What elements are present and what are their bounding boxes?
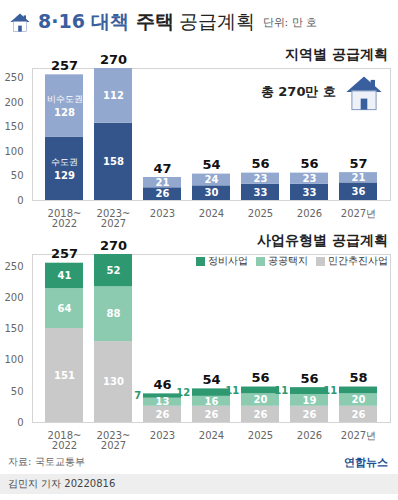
svg-text:57: 57	[349, 156, 367, 171]
svg-text:2026: 2026	[297, 208, 322, 219]
svg-text:47: 47	[153, 161, 171, 176]
svg-text:56: 56	[251, 156, 269, 171]
svg-text:2024: 2024	[199, 430, 224, 441]
svg-text:64: 64	[58, 303, 72, 314]
svg-text:128: 128	[54, 107, 75, 118]
svg-text:54: 54	[202, 157, 220, 172]
svg-text:151: 151	[54, 370, 75, 381]
html-text:총 270만 호: 총 270만 호	[260, 84, 336, 99]
svg-text:16: 16	[205, 396, 219, 407]
svg-text:11: 11	[323, 385, 337, 396]
svg-text:200: 200	[4, 97, 23, 108]
svg-text:30: 30	[205, 187, 219, 198]
svg-text:21: 21	[352, 172, 366, 183]
svg-text:2026: 2026	[297, 430, 322, 441]
svg-text:24: 24	[205, 174, 219, 185]
svg-text:26: 26	[205, 409, 219, 420]
svg-text:100: 100	[4, 146, 23, 157]
svg-text:0: 0	[17, 195, 23, 206]
svg-text:158: 158	[103, 156, 124, 167]
svg-text:36: 36	[352, 186, 366, 197]
html-text:8·16 대책 주택 공급계획 단위: 만 호: 8·16 대책 주택 공급계획 단위: 만 호	[38, 10, 318, 32]
svg-text:19: 19	[303, 395, 317, 406]
html-text:공공택지: 공공택지	[268, 255, 308, 266]
svg-text:50: 50	[11, 170, 24, 181]
svg-text:26: 26	[156, 188, 170, 199]
svg-text:56: 56	[300, 156, 318, 171]
svg-text:112: 112	[103, 90, 124, 101]
svg-text:0: 0	[17, 417, 23, 428]
svg-text:2025: 2025	[248, 208, 273, 219]
svg-text:130: 130	[103, 376, 124, 387]
svg-text:11: 11	[274, 385, 288, 396]
svg-text:150: 150	[4, 121, 23, 132]
svg-text:20: 20	[254, 394, 268, 405]
svg-text:비수도권: 비수도권	[47, 94, 83, 104]
svg-text:52: 52	[107, 265, 121, 276]
svg-text:20: 20	[352, 394, 366, 405]
svg-text:200: 200	[4, 292, 23, 303]
html-text:지역별 공급계획: 지역별 공급계획	[285, 46, 388, 62]
svg-text:2023~2027: 2023~2027	[97, 208, 131, 229]
html-text:자료: 국토교통부: 자료: 국토교통부	[8, 456, 85, 467]
svg-text:250: 250	[4, 261, 23, 272]
html-text:사업유형별 공급계획: 사업유형별 공급계획	[257, 232, 388, 248]
svg-text:7: 7	[134, 390, 141, 401]
svg-text:257: 257	[51, 246, 78, 261]
svg-text:33: 33	[254, 187, 268, 198]
html-text:연합뉴스: 연합뉴스	[344, 456, 388, 469]
svg-text:270: 270	[100, 238, 127, 253]
svg-text:2027년: 2027년	[341, 208, 376, 219]
svg-text:13: 13	[156, 396, 170, 407]
svg-text:23: 23	[303, 173, 317, 184]
svg-text:23: 23	[254, 173, 268, 184]
svg-text:56: 56	[300, 371, 318, 386]
svg-text:150: 150	[4, 323, 23, 334]
svg-text:129: 129	[54, 170, 75, 181]
svg-text:56: 56	[251, 370, 269, 385]
svg-text:11: 11	[225, 385, 239, 396]
svg-text:250: 250	[4, 72, 23, 83]
svg-text:21: 21	[156, 177, 170, 188]
svg-text:100: 100	[4, 354, 23, 365]
svg-text:54: 54	[202, 372, 220, 387]
svg-text:26: 26	[254, 409, 268, 420]
svg-text:50: 50	[11, 386, 24, 397]
svg-text:12: 12	[176, 387, 190, 398]
svg-text:2023: 2023	[150, 208, 175, 219]
html-text:김민지 기자 20220816: 김민지 기자 20220816	[8, 478, 116, 489]
svg-text:88: 88	[107, 308, 121, 319]
svg-text:2023~2027: 2023~2027	[97, 430, 131, 451]
svg-text:46: 46	[153, 377, 171, 392]
svg-text:33: 33	[303, 187, 317, 198]
svg-text:2018~2022: 2018~2022	[48, 208, 82, 229]
svg-text:2018~2022: 2018~2022	[48, 430, 82, 451]
svg-text:58: 58	[349, 370, 367, 385]
svg-text:257: 257	[51, 58, 78, 73]
svg-text:2025: 2025	[248, 430, 273, 441]
svg-text:수도권: 수도권	[51, 157, 78, 167]
svg-text:270: 270	[100, 52, 127, 67]
svg-text:41: 41	[58, 270, 72, 281]
svg-text:26: 26	[352, 409, 366, 420]
svg-text:2027년: 2027년	[341, 430, 376, 441]
html-text:정비사업: 정비사업	[208, 255, 248, 266]
svg-text:2023: 2023	[150, 430, 175, 441]
html-text:민간추진사업: 민간추진사업	[328, 255, 388, 266]
svg-text:26: 26	[303, 409, 317, 420]
svg-text:2024: 2024	[199, 208, 224, 219]
svg-text:26: 26	[156, 409, 170, 420]
